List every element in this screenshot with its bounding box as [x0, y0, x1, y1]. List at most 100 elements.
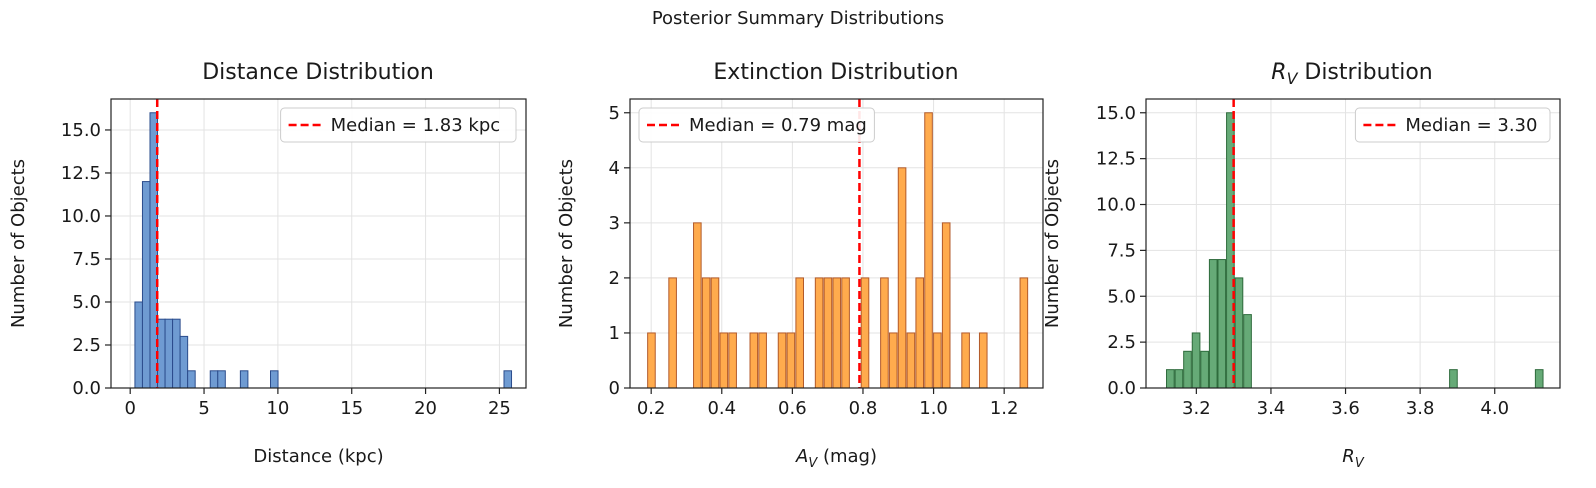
- extinction-histogram-bar: [933, 332, 942, 389]
- rv-ytick-label: 2.5: [1107, 332, 1136, 353]
- extinction-histogram-bar: [880, 277, 889, 389]
- extinction-histogram-bar: [924, 112, 933, 389]
- extinction-histogram-bar: [832, 277, 842, 389]
- extinction-histogram-bar: [941, 222, 951, 389]
- extinction-xtick-label: 0.2: [637, 398, 666, 419]
- rv-histogram-bar: [1217, 259, 1227, 389]
- extinction-histogram-bar: [814, 277, 824, 389]
- extinction-legend-label: Median = 0.79 mag: [689, 115, 867, 136]
- distance-axes-frame: [110, 98, 527, 389]
- distance-histogram-bar: [172, 318, 181, 389]
- extinction-xtick-label: 0.6: [778, 398, 807, 419]
- distance-histogram-panel: 0 5 10 15 20 25 0.0 2.5 5.0 7.5 10.0 12.5 15.0 Distan…: [8, 60, 527, 467]
- distance-histogram-bar: [141, 181, 151, 389]
- distance-xtick-label: 25: [488, 398, 511, 419]
- distance-ytick-label: 2.5: [72, 335, 101, 356]
- rv-histogram-bar: [1200, 350, 1209, 389]
- rv-ytick-label: 0.0: [1107, 378, 1136, 399]
- extinction-legend-box: [638, 107, 875, 143]
- rv-xtick-label: 3.8: [1406, 398, 1435, 419]
- extinction-histogram-bar: [777, 332, 787, 389]
- extinction-histogram-bar: [647, 332, 656, 389]
- extinction-histogram-bar: [888, 332, 898, 389]
- extinction-x-axis-label: AV (mag): [795, 446, 877, 471]
- extinction-histogram-bar: [841, 277, 850, 389]
- rv-histogram-bar: [1174, 369, 1184, 389]
- extinction-histogram-bar: [668, 277, 677, 389]
- extinction-histogram-bar: [758, 332, 767, 389]
- extinction-y-axis-label: Number of Objects: [556, 159, 577, 328]
- distance-ytick-label: 7.5: [72, 249, 101, 270]
- distance-histogram-bar: [164, 318, 174, 389]
- rv-xtick-label: 4.0: [1480, 398, 1509, 419]
- extinction-histogram-bar: [897, 167, 907, 389]
- rv-histogram-bar: [1191, 332, 1201, 389]
- extinction-histogram-bar: [710, 277, 720, 389]
- rv-histogram-bar: [1208, 259, 1218, 389]
- extinction-histogram-bar: [915, 277, 925, 389]
- distance-legend-box: [280, 107, 517, 143]
- extinction-histogram-bar: [749, 332, 759, 389]
- rv-axes-frame: [1145, 98, 1561, 389]
- rv-histogram-bar: [1243, 314, 1252, 389]
- distance-y-axis-label: Number of Objects: [8, 159, 29, 328]
- figure-title: Posterior Summary Distributions: [651, 8, 945, 29]
- extinction-xtick-label: 0.4: [707, 398, 736, 419]
- rv-ytick-label: 5.0: [1107, 286, 1136, 307]
- extinction-xtick-label: 0.8: [849, 398, 878, 419]
- rv-histogram-bar: [1166, 369, 1175, 389]
- extinction-ytick-label: 0: [609, 378, 620, 399]
- rv-ytick-label: 15.0: [1096, 103, 1136, 124]
- rv-histogram-panel: 3.2 3.4 3.6 3.8 4.0 0.0 2.5 5.0 7.5 10.0 12.5 15.0 R…: [1042, 60, 1561, 471]
- extinction-histogram-bar: [701, 277, 711, 389]
- extinction-histogram-bar: [728, 332, 737, 389]
- distance-histogram-bar: [179, 335, 189, 389]
- distance-histogram-bar: [157, 318, 166, 389]
- distance-xtick-label: 20: [414, 398, 437, 419]
- extinction-xtick-label: 1.2: [990, 398, 1019, 419]
- distance-xtick-label: 5: [198, 398, 209, 419]
- rv-legend-label: Median = 3.30: [1405, 115, 1537, 136]
- rv-histogram-bar: [1183, 350, 1192, 389]
- extinction-panel-title: Extinction Distribution: [713, 60, 958, 85]
- distance-legend-label: Median = 1.83 kpc: [331, 115, 501, 136]
- rv-legend-box: [1354, 107, 1551, 143]
- distance-ytick-label: 12.5: [61, 163, 101, 184]
- extinction-ytick-label: 3: [609, 213, 620, 234]
- distance-xtick-label: 10: [266, 398, 289, 419]
- distance-x-axis-label: Distance (kpc): [253, 446, 383, 467]
- extinction-histogram-bar: [786, 332, 796, 389]
- rv-ytick-label: 10.0: [1096, 195, 1136, 216]
- distance-ytick-label: 0.0: [72, 378, 101, 399]
- extinction-histogram-bar: [978, 332, 988, 389]
- extinction-histogram-bar: [906, 332, 916, 389]
- extinction-histogram-bar: [693, 222, 702, 389]
- distance-histogram-bar: [187, 370, 196, 389]
- extinction-histogram-bar: [719, 332, 729, 389]
- rv-panel-title: RV Distribution: [1271, 60, 1432, 88]
- distance-histogram-bar: [134, 301, 143, 389]
- extinction-axes-frame: [629, 98, 1044, 389]
- distance-histogram-bar: [209, 370, 219, 389]
- distance-ytick-label: 15.0: [61, 120, 101, 141]
- distance-panel-title: Distance Distribution: [202, 60, 434, 85]
- rv-histogram-bar: [1234, 277, 1244, 389]
- extinction-ytick-label: 1: [609, 323, 620, 344]
- extinction-xtick-label: 1.0: [919, 398, 948, 419]
- distance-xtick-label: 15: [340, 398, 363, 419]
- distance-ytick-label: 5.0: [72, 292, 101, 313]
- extinction-histogram-bar: [961, 332, 970, 389]
- rv-ytick-label: 7.5: [1107, 240, 1136, 261]
- distance-ytick-label: 10.0: [61, 206, 101, 227]
- distance-histogram-bar: [217, 370, 226, 389]
- rv-xtick-label: 3.2: [1182, 398, 1211, 419]
- extinction-histogram-bar: [1019, 277, 1029, 389]
- rv-y-axis-label: Number of Objects: [1042, 159, 1063, 328]
- rv-ytick-label: 12.5: [1096, 149, 1136, 170]
- extinction-ytick-label: 4: [609, 158, 620, 179]
- rv-xtick-label: 3.4: [1257, 398, 1286, 419]
- extinction-ytick-label: 2: [609, 268, 620, 289]
- rv-xtick-label: 3.6: [1331, 398, 1360, 419]
- extinction-histogram-bar: [860, 277, 870, 389]
